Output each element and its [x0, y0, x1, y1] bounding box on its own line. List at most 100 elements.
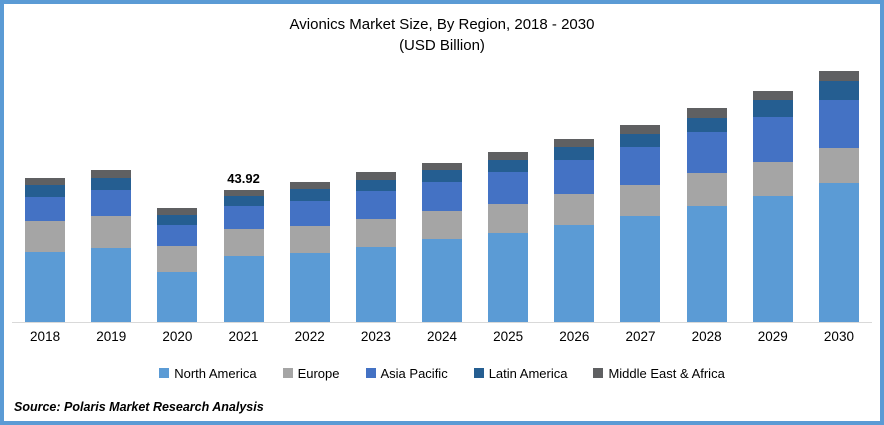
bar-segment-latin-america-2025: [488, 159, 529, 173]
bar-segment-asia-pacific-2028: [686, 132, 727, 174]
x-tick-2018: 2018: [30, 328, 61, 344]
bar-segment-middle-east-africa-2023: [355, 171, 396, 181]
chart-title-line2: (USD Billion): [399, 37, 485, 54]
bar-stack-2021: [223, 189, 264, 322]
bar-segment-europe-2026: [554, 194, 595, 225]
bar-segment-north-america-2018: [25, 251, 66, 322]
bar-segment-north-america-2019: [91, 247, 132, 322]
bar-stack-2023: [355, 171, 396, 322]
bar-segment-asia-pacific-2021: [223, 206, 264, 229]
bar-stack-2019: [91, 170, 132, 322]
legend-swatch-asia-pacific: [365, 368, 376, 378]
bar-segment-north-america-2027: [620, 216, 661, 322]
bar-segment-asia-pacific-2027: [620, 147, 661, 186]
bar-segment-europe-2027: [620, 185, 661, 217]
legend-item-north-america: North America: [159, 366, 257, 381]
x-tick-2020: 2020: [162, 328, 193, 344]
bar-segment-middle-east-africa-2019: [91, 170, 132, 179]
bar-column-2022: [277, 66, 343, 322]
x-tick-2021: 2021: [228, 328, 259, 344]
x-tick-2024: 2024: [426, 328, 458, 344]
bar-stack-2028: [686, 108, 727, 322]
bar-segment-latin-america-2029: [752, 99, 793, 118]
data-label-2021: 43.92: [227, 170, 260, 186]
bar-column-2018: [12, 66, 78, 322]
bar-segment-europe-2022: [289, 225, 330, 253]
bar-segment-middle-east-africa-2026: [554, 138, 595, 148]
bar-segment-europe-2021: [223, 228, 264, 257]
bar-segment-asia-pacific-2025: [488, 172, 529, 205]
bar-column-2024: [409, 66, 475, 322]
legend-label-middle-east-africa: Middle East & Africa: [608, 365, 725, 381]
bar-stack-2022: [289, 182, 330, 322]
bar-segment-middle-east-africa-2029: [752, 91, 793, 100]
bar-segment-middle-east-africa-2018: [25, 177, 66, 185]
bar-stack-2027: [620, 124, 661, 322]
bar-segment-middle-east-africa-2021: [223, 189, 264, 196]
bar-segment-asia-pacific-2018: [25, 197, 66, 222]
bar-segment-asia-pacific-2020: [157, 224, 198, 247]
bar-stack-2029: [752, 91, 793, 322]
x-tick-2027: 2027: [625, 328, 656, 344]
bar-column-2030: [806, 66, 872, 322]
bar-segment-latin-america-2023: [355, 180, 396, 192]
bar-segment-asia-pacific-2022: [289, 200, 330, 226]
bar-segment-middle-east-africa-2020: [157, 207, 198, 215]
bar-stack-2030: [818, 71, 859, 322]
x-tick-2029: 2029: [757, 328, 788, 344]
bar-segment-north-america-2030: [818, 183, 859, 322]
bar-stack-2018: [25, 177, 66, 322]
bar-segment-latin-america-2020: [157, 214, 198, 225]
legend-item-latin-america: Latin America: [473, 365, 568, 381]
bar-segment-europe-2018: [25, 221, 66, 252]
bar-segment-latin-america-2021: [223, 195, 264, 207]
bar-segment-latin-america-2030: [818, 80, 859, 101]
bar-segment-north-america-2028: [686, 206, 727, 322]
x-tick-2030: 2030: [823, 328, 854, 344]
bar-column-2021: 43.92: [210, 66, 276, 322]
bar-stack-2020: [157, 207, 198, 322]
legend-item-asia-pacific: Asia Pacific: [365, 365, 448, 381]
x-tick-2023: 2023: [360, 328, 391, 344]
legend-label-latin-america: Latin America: [488, 365, 568, 381]
legend-item-europe: Europe: [282, 365, 340, 381]
legend-swatch-latin-america: [473, 368, 484, 378]
bar-segment-latin-america-2027: [620, 133, 661, 148]
bar-segment-latin-america-2018: [25, 184, 66, 198]
bar-segment-north-america-2020: [157, 272, 198, 322]
bar-segment-europe-2019: [91, 216, 132, 248]
bar-segment-asia-pacific-2023: [355, 191, 396, 219]
source-note: Source: Polaris Market Research Analysis: [14, 400, 264, 414]
bar-segment-asia-pacific-2026: [554, 160, 595, 195]
plot-area: 43.92: [12, 66, 872, 323]
bar-segment-middle-east-africa-2022: [289, 182, 330, 190]
bar-segment-asia-pacific-2024: [422, 182, 463, 212]
bar-segment-middle-east-africa-2024: [422, 162, 463, 170]
bar-segment-europe-2025: [488, 204, 529, 234]
x-tick-2019: 2019: [96, 328, 127, 344]
legend-label-europe: Europe: [297, 365, 340, 381]
legend-label-asia-pacific: Asia Pacific: [380, 365, 448, 381]
x-tick-2022: 2022: [294, 328, 325, 344]
bar-segment-europe-2024: [422, 211, 463, 239]
bar-segment-europe-2028: [686, 173, 727, 207]
x-tick-2025: 2025: [493, 328, 524, 344]
bar-segment-latin-america-2019: [91, 178, 132, 191]
bar-segment-north-america-2023: [355, 247, 396, 322]
bar-segment-latin-america-2022: [289, 189, 330, 201]
bar-segment-middle-east-africa-2027: [620, 124, 661, 134]
bar-segment-middle-east-africa-2028: [686, 108, 727, 119]
legend: North America Europe Asia Pacific Latin Ame…: [4, 365, 880, 381]
bar-segment-middle-east-africa-2030: [818, 71, 859, 81]
bar-segment-asia-pacific-2030: [818, 100, 859, 149]
x-tick-2026: 2026: [559, 328, 590, 344]
bar-segment-europe-2023: [355, 218, 396, 248]
bar-column-2023: [343, 66, 409, 322]
legend-item-middle-east-africa: Middle East & Africa: [593, 365, 725, 381]
x-axis-labels: 2018 2019 2020 2021 2022 2023 2024 2025 2026 2027…: [12, 323, 872, 349]
bar-stack-2024: [422, 162, 463, 322]
bar-column-2028: [674, 66, 740, 322]
legend-swatch-north-america: [159, 368, 170, 378]
legend-swatch-middle-east-africa: [593, 368, 604, 378]
